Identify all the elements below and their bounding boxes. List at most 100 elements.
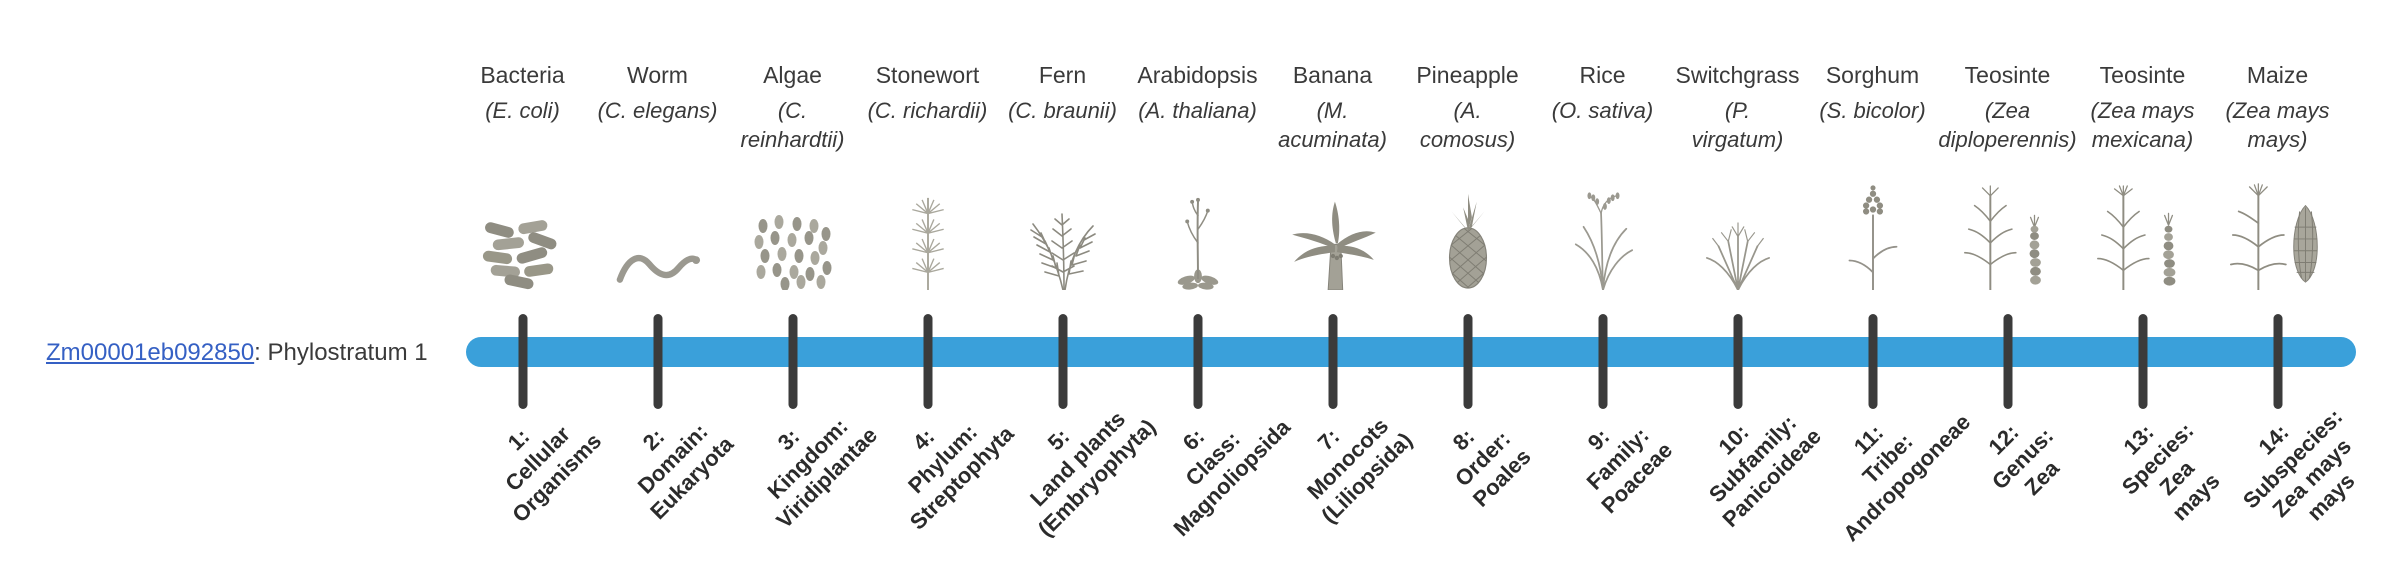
- organism-common-name: Algae: [763, 62, 822, 88]
- organism-illustration: [1400, 172, 1535, 290]
- arabidopsis-icon: [1177, 197, 1218, 290]
- organism-illustration: [2210, 172, 2345, 290]
- organism-common-name: Rice: [1579, 62, 1626, 88]
- organism-header: Worm (C. elegans): [570, 60, 745, 125]
- stratum-label: 9: Family: Poaceae: [1581, 422, 1677, 519]
- organism-header: Bacteria (E. coli): [435, 60, 610, 125]
- stratum-label: 2: Domain: Eukaryota: [632, 418, 738, 525]
- phylostratum-column-6: Arabidopsis (A. thaliana): [1130, 0, 1294, 580]
- organism-illustration: [860, 172, 995, 290]
- organism-common-name: Sorghum: [1825, 62, 1920, 88]
- teosinte-diploperennis-icon: [1963, 185, 2041, 290]
- timeline-bar: [466, 337, 2356, 367]
- timeline-tick: [2138, 314, 2147, 409]
- phylostratum-column-10: Switchgrass (P. virgatum) 10: Subfamily:…: [1670, 0, 1826, 580]
- organism-illustration: [1940, 172, 2075, 290]
- phylostratum-text: : Phylostratum 1: [254, 339, 428, 366]
- rice-icon: [1574, 192, 1633, 290]
- organism-header: Rice (O. sativa): [1515, 60, 1690, 125]
- organism-common-name: Fern: [1038, 62, 1087, 88]
- organism-common-name: Teosinte: [2099, 62, 2186, 88]
- organism-common-name: Pineapple: [1416, 62, 1519, 88]
- organism-header: Algae (C. reinhardtii): [705, 60, 880, 154]
- organism-common-name: Maize: [2246, 62, 2309, 88]
- algae-icon: [754, 215, 831, 290]
- pineapple-icon: [1448, 193, 1487, 289]
- timeline-tick: [2273, 314, 2282, 409]
- phylostratum-column-3: Algae (C. reinhardtii): [725, 0, 882, 580]
- timeline-tick: [2003, 314, 2012, 409]
- organism-scientific-name: (Zea mays mays): [2225, 98, 2330, 152]
- organism-illustration: [1670, 172, 1805, 290]
- organism-illustration: [725, 172, 860, 290]
- organism-common-name: Arabidopsis: [1137, 62, 1258, 88]
- organism-scientific-name: (P. virgatum): [1691, 98, 1784, 152]
- organism-illustration: [1130, 172, 1265, 290]
- organism-scientific-name: (C. richardii): [867, 98, 988, 123]
- stratum-label: 12: Genus: Zea: [1982, 419, 2064, 500]
- stratum-label: 14: Subspecies: Zea mays mays: [2237, 403, 2360, 526]
- organism-scientific-name: (A. comosus): [1419, 98, 1516, 152]
- phylostratum-column-9: Rice (O. sativa): [1535, 0, 1677, 580]
- organism-scientific-name: (Zea mays mexicana): [2090, 98, 2195, 152]
- phylostratum-column-11: Sorghum (S. bicolor): [1805, 0, 1974, 580]
- organism-common-name: Switchgrass: [1675, 62, 1800, 88]
- timeline-tick: [1463, 314, 1472, 409]
- timeline-tick: [788, 314, 797, 409]
- organism-illustration: [1535, 172, 1670, 290]
- organism-scientific-name: (M. acuminata): [1278, 98, 1387, 152]
- stratum-label: 8: Order: Poales: [1447, 423, 1536, 512]
- organism-common-name: Bacteria: [480, 62, 565, 88]
- organism-header: Maize (Zea mays mays): [2190, 60, 2365, 154]
- organism-header: Banana (M. acuminata): [1245, 60, 1420, 154]
- organism-scientific-name: (C. elegans): [597, 98, 718, 123]
- phylostrata-columns: Bacteria (E. coli) 1: Cellular Organisms: [455, 0, 2359, 580]
- organism-common-name: Teosinte: [1964, 62, 2051, 88]
- phylostratum-column-4: Stonewort (C. richardii) 4: Phylum: Stre…: [860, 0, 1018, 580]
- organism-header: Fern (C. braunii): [975, 60, 1150, 125]
- organism-header: Arabidopsis (A. thaliana): [1110, 60, 1285, 125]
- organism-illustration: [455, 172, 590, 290]
- gene-label: Zm00001eb092850: Phylostratum 1: [46, 338, 428, 368]
- timeline-tick: [1193, 314, 1202, 409]
- organism-header: Switchgrass (P. virgatum): [1650, 60, 1825, 154]
- phylostratum-column-8: Pineapple (A. comosus): [1400, 0, 1535, 580]
- organism-header: Stonewort (C. richardii): [840, 60, 1015, 125]
- timeline-tick: [1733, 314, 1742, 409]
- phylostratum-column-12: Teosinte (Zea diploperennis): [1938, 0, 2076, 580]
- worm-icon: [616, 254, 700, 283]
- organism-scientific-name: (S. bicolor): [1819, 98, 1926, 123]
- organism-illustration: [995, 172, 1130, 290]
- timeline-tick: [1598, 314, 1607, 409]
- sorghum-icon: [1848, 185, 1897, 290]
- teosinte-mexicana-icon: [2096, 185, 2175, 290]
- organism-common-name: Worm: [627, 62, 688, 88]
- stratum-label: 1: Cellular Organisms: [499, 421, 606, 528]
- organism-header: Teosinte (Zea mays mexicana): [2055, 60, 2230, 154]
- fern-icon: [1029, 213, 1096, 290]
- stratum-label: 7: Monocots (Liliopsida): [1301, 413, 1417, 529]
- gene-id-link[interactable]: Zm00001eb092850: [46, 339, 255, 366]
- organism-illustration: [1805, 172, 1940, 290]
- organism-scientific-name: (E. coli): [485, 98, 560, 123]
- organism-header: Pineapple (A. comosus): [1380, 60, 1555, 154]
- organism-scientific-name: (A. thaliana): [1138, 98, 1257, 123]
- timeline-tick: [653, 314, 662, 409]
- phylostratum-column-2: Worm (C. elegans) 2: Domain: Eukaryota: [590, 0, 738, 580]
- phylostratum-column-5: Fern (C. braunii) 5: Land plants (Embryo…: [995, 0, 1160, 580]
- organism-illustration: [1265, 172, 1400, 290]
- organism-illustration: [2075, 172, 2210, 290]
- timeline-tick: [1058, 314, 1067, 409]
- organism-scientific-name: (Zea diploperennis): [1938, 98, 2077, 152]
- switchgrass-icon: [1705, 222, 1770, 290]
- phylostratum-column-7: Banana (M. acuminata): [1265, 0, 1416, 580]
- banana-icon: [1292, 201, 1376, 290]
- timeline-tick: [518, 314, 527, 409]
- bacteria-icon: [482, 220, 556, 290]
- organism-common-name: Stonewort: [875, 62, 980, 88]
- organism-header: Sorghum (S. bicolor): [1785, 60, 1960, 125]
- maize-icon: [2229, 183, 2318, 290]
- stonewort-icon: [911, 197, 944, 290]
- stratum-label: 10: Subfamily: Panicoideae: [1703, 410, 1826, 532]
